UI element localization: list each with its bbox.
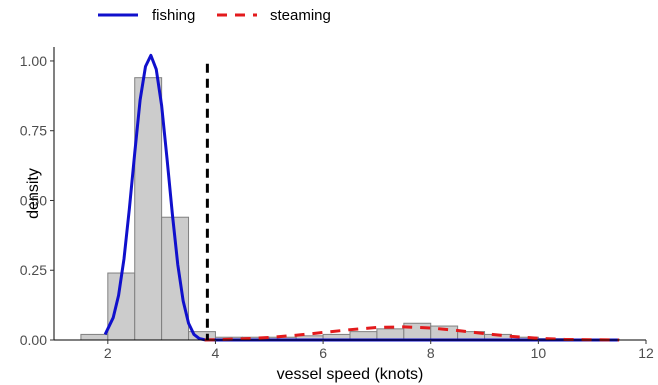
- density-line-fishing: [103, 53, 620, 342]
- histogram-bar: [376, 328, 405, 341]
- legend-label-fishing: fishing: [152, 7, 195, 24]
- x-tick-label: 2: [104, 345, 112, 361]
- x-tick-label: 6: [319, 345, 327, 361]
- y-tick-label: 0.50: [20, 192, 47, 208]
- density-curves: [103, 53, 620, 342]
- x-tick-label: 8: [427, 345, 435, 361]
- y-tick-label: 1.00: [20, 53, 47, 69]
- y-tick-label: 0.75: [20, 123, 47, 139]
- x-axis-title: vessel speed (knots): [277, 366, 424, 383]
- histogram-bar: [80, 333, 109, 341]
- legend: fishing steaming: [98, 7, 331, 24]
- axes: [50, 47, 647, 344]
- y-tick-label: 0.25: [20, 262, 47, 278]
- x-tick-label: 10: [531, 345, 547, 361]
- x-tick-label: 4: [212, 345, 220, 361]
- y-tick-label: 0.00: [20, 332, 47, 348]
- x-tick-label: 12: [638, 345, 654, 361]
- y-axis-title: density: [25, 168, 42, 219]
- legend-label-steaming: steaming: [270, 7, 331, 24]
- density-line-steaming: [204, 325, 620, 342]
- tick-labels: 2 4 6 8 10 12 0.00 0.25 0.50 0.75 1.00: [20, 53, 654, 361]
